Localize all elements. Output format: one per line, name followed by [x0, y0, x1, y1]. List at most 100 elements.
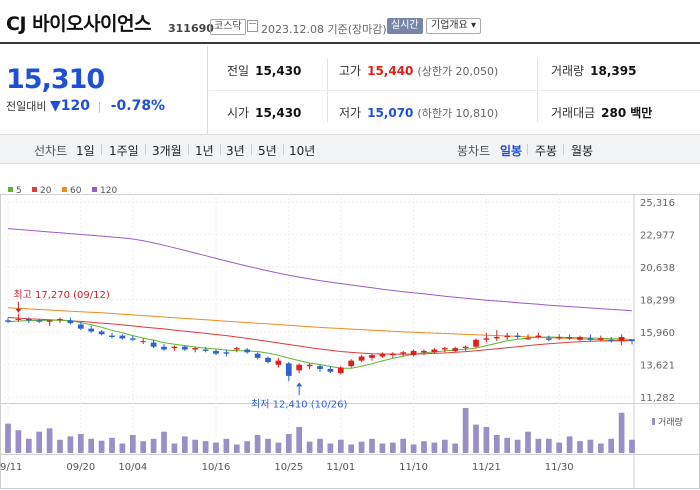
- calendar-icon: [247, 20, 258, 32]
- company-overview-dropdown[interactable]: 기업개요 ▾: [426, 18, 481, 34]
- stat-value: 280: [601, 106, 627, 120]
- candle-body: [452, 348, 459, 351]
- line-chart-label: 선차트: [34, 144, 68, 158]
- divider: [145, 144, 146, 155]
- volume-bar: [25, 438, 32, 453]
- volume-bar: [67, 436, 74, 453]
- candle-body: [150, 342, 157, 347]
- candle-body: [244, 349, 251, 353]
- volume-bar: [431, 442, 438, 453]
- candle-body: [306, 364, 313, 367]
- candlestick-chart: 5 20 60 120 25,316 22,977 20,638 18,299 15,960 13…: [0, 186, 700, 489]
- divider: [209, 90, 700, 91]
- current-price: 15,310: [6, 64, 105, 95]
- candle-body: [577, 337, 583, 340]
- x-tick-label: 11/21: [472, 462, 501, 473]
- candle-body: [171, 346, 178, 349]
- x-tick-label: 09/11: [0, 462, 22, 473]
- volume-bar: [400, 438, 407, 453]
- volume-bar: [587, 439, 594, 453]
- change-amount: ▼120: [49, 98, 90, 114]
- volume-bar: [150, 438, 157, 453]
- ma120-line: [7, 228, 633, 312]
- base-date: 2023.12.08 기준(장마감): [261, 23, 387, 36]
- stat-label: 저가: [339, 106, 362, 120]
- candle-body: [535, 335, 542, 338]
- x-tick-label: 11/30: [545, 462, 574, 473]
- candle-daily[interactable]: 일봉: [500, 144, 523, 158]
- candle-body: [369, 355, 375, 358]
- volume-bar: [275, 442, 282, 453]
- candle-body: [379, 353, 386, 357]
- volume-bar: [254, 435, 261, 453]
- candle-body: [389, 353, 396, 356]
- volume-bar: [473, 424, 479, 453]
- volume-bar: [46, 428, 53, 453]
- period-3y[interactable]: 3년: [226, 144, 245, 158]
- period-1y[interactable]: 1년: [195, 144, 214, 158]
- candle-weekly[interactable]: 주봉: [535, 144, 558, 158]
- volume-bar: [109, 437, 115, 453]
- lower-limit: (하한가 10,810): [417, 107, 499, 120]
- candle-body: [119, 335, 126, 339]
- high-arrow-head: [15, 308, 22, 313]
- volume-bar: [181, 436, 188, 453]
- volume-bar: [161, 431, 167, 453]
- volume-bar: [57, 439, 63, 453]
- stat-value: 15,430: [255, 106, 302, 120]
- stat-label: 거래대금: [551, 106, 596, 120]
- candle-body: [337, 367, 344, 374]
- candle-body: [493, 337, 500, 339]
- volume-bar: [493, 435, 500, 453]
- candle-body: [140, 341, 147, 343]
- candle-body: [161, 346, 167, 350]
- legend-swatch-ma5: [8, 187, 13, 192]
- volume-bar: [577, 441, 583, 453]
- volume-bar: [223, 438, 230, 453]
- stat-prev: 전일 15,430: [227, 62, 301, 79]
- candle-body: [358, 356, 365, 361]
- period-10y[interactable]: 10년: [289, 144, 316, 158]
- volume-bar: [140, 441, 147, 453]
- volume-bar: [202, 441, 209, 453]
- volume-bar: [306, 441, 313, 453]
- volume-bar: [244, 441, 251, 453]
- candle-body: [233, 348, 240, 350]
- change-percent: -0.78%: [110, 98, 166, 114]
- period-1w[interactable]: 1주일: [109, 144, 139, 158]
- stat-unit: 백만: [630, 106, 653, 120]
- volume-legend-label: 거래량: [658, 416, 683, 428]
- candle-body: [36, 320, 43, 322]
- candle-body: [5, 320, 11, 322]
- stat-label: 고가: [339, 64, 362, 78]
- y-tick-label: 20,638: [640, 263, 675, 274]
- stat-value: 15,440: [367, 64, 414, 78]
- period-3m[interactable]: 3개월: [152, 144, 182, 158]
- divider: [220, 144, 221, 155]
- volume-bar: [296, 426, 303, 453]
- stat-value: 15,070: [367, 106, 414, 120]
- candle-body: [129, 338, 136, 340]
- candle-body: [587, 338, 594, 340]
- market-badge: 코스닥: [210, 19, 246, 35]
- candle-body: [25, 318, 32, 321]
- volume-bar: [129, 435, 136, 453]
- realtime-button[interactable]: 실시간: [387, 18, 423, 34]
- period-1d[interactable]: 1일: [76, 144, 95, 158]
- candle-monthly[interactable]: 월봉: [571, 144, 594, 158]
- x-tick-label: 11/01: [326, 462, 355, 473]
- legend-swatch-ma120: [92, 187, 97, 192]
- upper-limit: (상한가 20,050): [417, 65, 499, 78]
- candle-body: [181, 346, 188, 350]
- candle-body: [525, 338, 531, 340]
- volume-bar: [566, 436, 573, 453]
- divider: [563, 144, 564, 155]
- candle-body: [410, 350, 417, 356]
- x-tick-label: 11/10: [399, 462, 428, 473]
- volume-bar: [452, 443, 459, 453]
- period-5y[interactable]: 5년: [258, 144, 277, 158]
- stock-code: 311690: [168, 22, 214, 35]
- candle-body: [348, 360, 355, 367]
- y-tick-label: 18,299: [640, 296, 675, 307]
- candle-body: [483, 338, 490, 340]
